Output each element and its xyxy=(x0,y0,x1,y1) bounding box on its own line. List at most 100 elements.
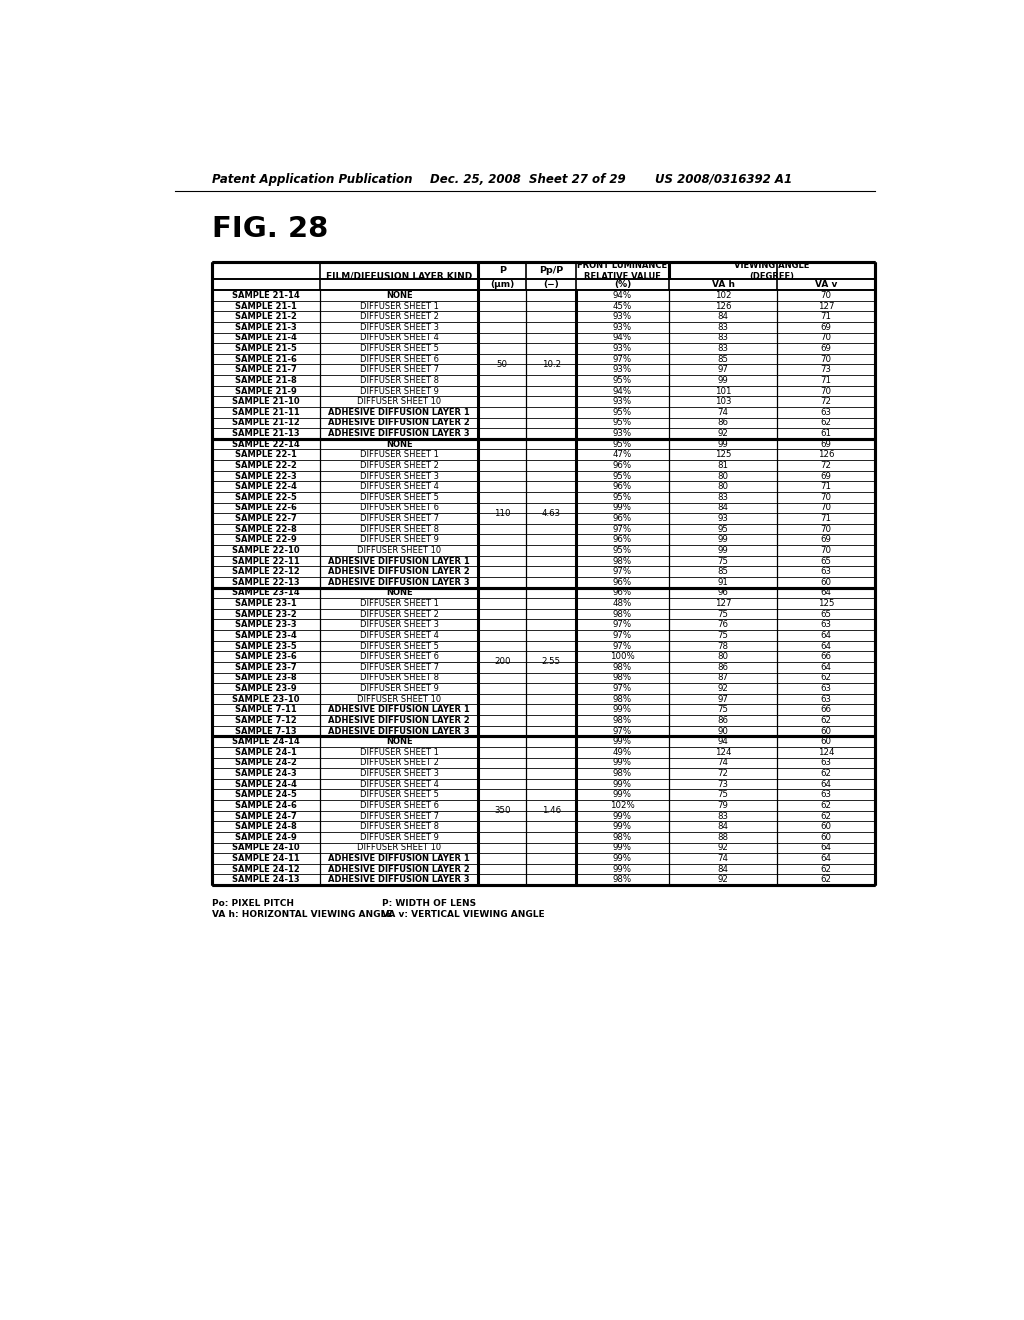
Text: 64: 64 xyxy=(821,642,831,651)
Text: 92: 92 xyxy=(718,429,729,438)
Text: 63: 63 xyxy=(821,620,831,630)
Text: 60: 60 xyxy=(821,737,831,746)
Text: 97%: 97% xyxy=(613,355,632,363)
Text: 70: 70 xyxy=(821,355,831,363)
Text: 96%: 96% xyxy=(613,589,632,598)
Text: 99%: 99% xyxy=(613,780,632,788)
Text: 61: 61 xyxy=(821,429,831,438)
Text: 84: 84 xyxy=(718,865,729,874)
Text: 62: 62 xyxy=(821,673,831,682)
Text: 62: 62 xyxy=(821,865,831,874)
Text: 65: 65 xyxy=(821,610,831,619)
Text: 62: 62 xyxy=(821,875,831,884)
Text: 99%: 99% xyxy=(613,737,632,746)
Text: 72: 72 xyxy=(821,461,831,470)
Text: 49%: 49% xyxy=(613,748,632,756)
Text: SAMPLE 23-1: SAMPLE 23-1 xyxy=(236,599,297,609)
Text: SAMPLE 21-8: SAMPLE 21-8 xyxy=(236,376,297,385)
Text: 2.55: 2.55 xyxy=(542,657,561,667)
Text: 98%: 98% xyxy=(613,694,632,704)
Text: 74: 74 xyxy=(718,408,729,417)
Text: 99%: 99% xyxy=(613,822,632,832)
Text: SAMPLE 22-5: SAMPLE 22-5 xyxy=(236,492,297,502)
Text: 93%: 93% xyxy=(613,312,632,321)
Text: 127: 127 xyxy=(818,301,835,310)
Text: 102: 102 xyxy=(715,290,731,300)
Text: 72: 72 xyxy=(821,397,831,407)
Text: 99: 99 xyxy=(718,536,728,544)
Text: 95%: 95% xyxy=(613,492,632,502)
Text: SAMPLE 22-3: SAMPLE 22-3 xyxy=(236,471,297,480)
Text: SAMPLE 24-3: SAMPLE 24-3 xyxy=(236,770,297,777)
Text: 98%: 98% xyxy=(613,770,632,777)
Text: SAMPLE 24-5: SAMPLE 24-5 xyxy=(236,791,297,800)
Text: 98%: 98% xyxy=(613,557,632,565)
Text: 62: 62 xyxy=(821,770,831,777)
Text: ADHESIVE DIFFUSION LAYER 2: ADHESIVE DIFFUSION LAYER 2 xyxy=(329,568,470,576)
Text: Po: PIXEL PITCH: Po: PIXEL PITCH xyxy=(212,899,294,908)
Text: SAMPLE 23-9: SAMPLE 23-9 xyxy=(236,684,297,693)
Text: (μm): (μm) xyxy=(490,280,514,289)
Text: 93%: 93% xyxy=(613,397,632,407)
Text: 63: 63 xyxy=(821,759,831,767)
Text: 63: 63 xyxy=(821,408,831,417)
Text: VA v: VERTICAL VIEWING ANGLE: VA v: VERTICAL VIEWING ANGLE xyxy=(382,909,545,919)
Text: 94: 94 xyxy=(718,737,729,746)
Text: DIFFUSER SHEET 9: DIFFUSER SHEET 9 xyxy=(359,387,438,396)
Text: SAMPLE 21-1: SAMPLE 21-1 xyxy=(236,301,297,310)
Text: 70: 70 xyxy=(821,334,831,342)
Text: DIFFUSER SHEET 10: DIFFUSER SHEET 10 xyxy=(357,694,441,704)
Text: 93%: 93% xyxy=(613,323,632,331)
Text: 64: 64 xyxy=(821,663,831,672)
Text: 92: 92 xyxy=(718,875,729,884)
Text: DIFFUSER SHEET 6: DIFFUSER SHEET 6 xyxy=(359,503,438,512)
Text: SAMPLE 23-2: SAMPLE 23-2 xyxy=(236,610,297,619)
Text: 76: 76 xyxy=(718,620,729,630)
Text: DIFFUSER SHEET 4: DIFFUSER SHEET 4 xyxy=(359,482,438,491)
Text: 50: 50 xyxy=(497,360,508,370)
Text: SAMPLE 7-13: SAMPLE 7-13 xyxy=(236,726,297,735)
Text: 63: 63 xyxy=(821,684,831,693)
Text: 79: 79 xyxy=(718,801,729,810)
Text: VA v: VA v xyxy=(815,280,838,289)
Text: SAMPLE 21-12: SAMPLE 21-12 xyxy=(232,418,300,428)
Text: SAMPLE 21-2: SAMPLE 21-2 xyxy=(236,312,297,321)
Text: DIFFUSER SHEET 7: DIFFUSER SHEET 7 xyxy=(359,366,438,375)
Text: 99: 99 xyxy=(718,546,728,554)
Text: ADHESIVE DIFFUSION LAYER 3: ADHESIVE DIFFUSION LAYER 3 xyxy=(329,429,470,438)
Text: SAMPLE 22-14: SAMPLE 22-14 xyxy=(232,440,300,449)
Text: DIFFUSER SHEET 1: DIFFUSER SHEET 1 xyxy=(359,599,438,609)
Text: 126: 126 xyxy=(715,301,731,310)
Text: SAMPLE 21-14: SAMPLE 21-14 xyxy=(232,290,300,300)
Text: DIFFUSER SHEET 4: DIFFUSER SHEET 4 xyxy=(359,780,438,788)
Text: DIFFUSER SHEET 2: DIFFUSER SHEET 2 xyxy=(359,759,438,767)
Text: SAMPLE 22-13: SAMPLE 22-13 xyxy=(232,578,300,587)
Text: SAMPLE 22-1: SAMPLE 22-1 xyxy=(236,450,297,459)
Text: SAMPLE 22-9: SAMPLE 22-9 xyxy=(236,536,297,544)
Text: 99%: 99% xyxy=(613,812,632,821)
Text: 10.2: 10.2 xyxy=(542,360,561,370)
Text: SAMPLE 21-9: SAMPLE 21-9 xyxy=(236,387,297,396)
Text: 95%: 95% xyxy=(613,471,632,480)
Text: 83: 83 xyxy=(718,334,729,342)
Text: SAMPLE 22-4: SAMPLE 22-4 xyxy=(236,482,297,491)
Text: DIFFUSER SHEET 3: DIFFUSER SHEET 3 xyxy=(359,620,438,630)
Text: SAMPLE 7-12: SAMPLE 7-12 xyxy=(236,715,297,725)
Text: 71: 71 xyxy=(821,513,831,523)
Text: SAMPLE 21-10: SAMPLE 21-10 xyxy=(232,397,300,407)
Text: ADHESIVE DIFFUSION LAYER 2: ADHESIVE DIFFUSION LAYER 2 xyxy=(329,418,470,428)
Text: 200: 200 xyxy=(494,657,511,667)
Text: 83: 83 xyxy=(718,345,729,352)
Text: 64: 64 xyxy=(821,780,831,788)
Text: 73: 73 xyxy=(821,366,831,375)
Text: 69: 69 xyxy=(821,536,831,544)
Text: 98%: 98% xyxy=(613,715,632,725)
Text: DIFFUSER SHEET 3: DIFFUSER SHEET 3 xyxy=(359,323,438,331)
Text: DIFFUSER SHEET 9: DIFFUSER SHEET 9 xyxy=(359,684,438,693)
Text: 74: 74 xyxy=(718,759,729,767)
Text: SAMPLE 24-7: SAMPLE 24-7 xyxy=(236,812,297,821)
Text: 95%: 95% xyxy=(613,440,632,449)
Text: ADHESIVE DIFFUSION LAYER 2: ADHESIVE DIFFUSION LAYER 2 xyxy=(329,715,470,725)
Text: Pp/P: Pp/P xyxy=(539,267,563,276)
Text: 99%: 99% xyxy=(613,865,632,874)
